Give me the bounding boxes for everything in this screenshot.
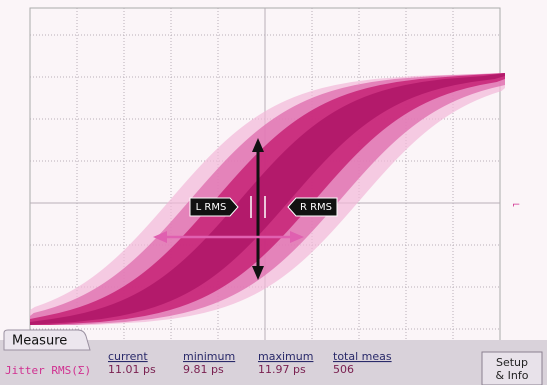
button-label: & Info xyxy=(496,369,529,382)
button-label: Setup xyxy=(496,356,528,369)
column-value: 11.01 ps xyxy=(108,363,156,376)
level-marker: ⌐ xyxy=(512,200,520,211)
column-value: 11.97 ps xyxy=(258,363,306,376)
column-header: maximum xyxy=(258,350,313,363)
right-marker-label: R RMS xyxy=(300,202,332,213)
column-header: total meas xyxy=(333,350,392,363)
column-header: current xyxy=(108,350,148,363)
column-value: 9.81 ps xyxy=(183,363,224,376)
measurement-name: Jitter RMS(Σ) xyxy=(5,364,91,377)
oscilloscope-screen: L RMS R RMS ⌐ Measure Jitter RMS(Σ) curr… xyxy=(0,0,547,385)
left-marker-label: L RMS xyxy=(196,202,227,213)
measure-tab-label: Measure xyxy=(12,334,67,349)
column-value: 506 xyxy=(333,363,354,376)
column-header: minimum xyxy=(183,350,235,363)
